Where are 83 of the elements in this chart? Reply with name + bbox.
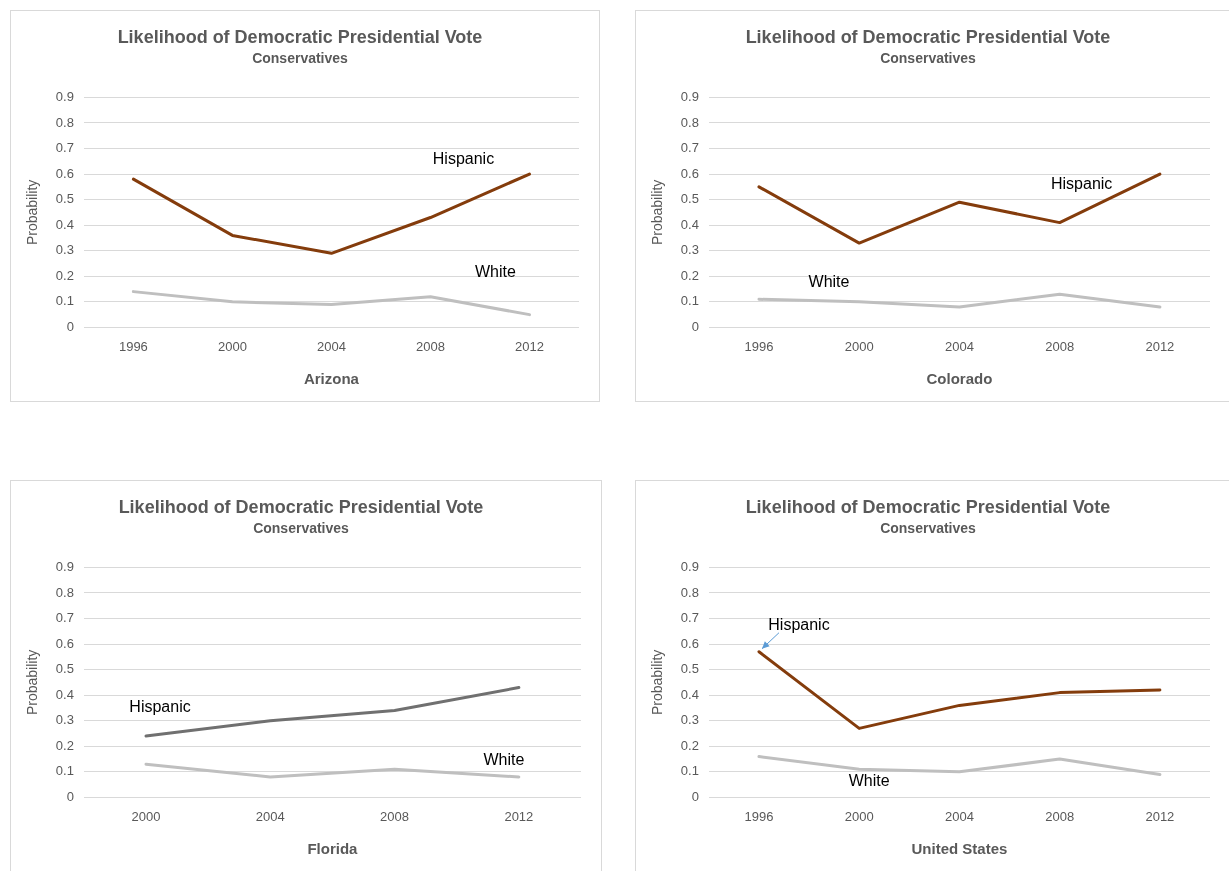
chart-title: Likelihood of Democratic Presidential Vote	[118, 496, 484, 517]
series-label: Hispanic	[768, 616, 830, 634]
y-axis-title: Probability	[649, 179, 666, 246]
y-tick-label: 0.5	[680, 191, 699, 207]
y-tick-label: 0	[66, 318, 74, 334]
x-tick-label: 2004	[255, 808, 285, 824]
x-tick-label: 2012	[1145, 808, 1175, 824]
y-tick-label: 0.3	[55, 712, 74, 728]
y-tick-label: 0.9	[680, 558, 699, 574]
y-tick-label: 0.5	[55, 661, 74, 677]
y-tick-label: 0.4	[55, 686, 74, 702]
y-tick-label: 0.2	[55, 267, 74, 283]
x-axis-title: United States	[911, 840, 1008, 858]
x-axis-title: Florida	[307, 840, 359, 858]
y-tick-label: 0.7	[680, 610, 699, 626]
y-tick-label: 0.7	[55, 610, 74, 626]
y-tick-label: 0.9	[680, 88, 699, 104]
series-label: White	[483, 751, 525, 769]
y-tick-label: 0.3	[55, 242, 74, 258]
x-tick-label: 2008	[380, 808, 410, 824]
x-tick-label: 2008	[416, 338, 445, 354]
y-tick-label: 0.8	[680, 584, 699, 600]
y-tick-label: 0.8	[55, 114, 74, 130]
series-label: Hispanic	[129, 698, 191, 716]
y-tick-label: 0	[691, 318, 699, 334]
y-tick-label: 0.9	[55, 88, 74, 104]
chart-subtitle: Conservatives	[880, 49, 977, 66]
y-tick-label: 0.1	[55, 763, 74, 779]
chart-title: Likelihood of Democratic Presidential Vote	[745, 26, 1111, 47]
x-tick-label: 2004	[316, 338, 346, 354]
x-tick-label: 2012	[1145, 338, 1175, 354]
series-label: White	[475, 263, 517, 281]
y-tick-label: 0.9	[55, 558, 74, 574]
x-tick-label: 2012	[504, 808, 534, 824]
x-tick-label: 1996	[744, 808, 774, 824]
y-tick-label: 0.8	[680, 114, 699, 130]
y-tick-label: 0.6	[55, 165, 74, 181]
y-tick-label: 0	[66, 788, 74, 804]
y-tick-label: 0.7	[55, 140, 74, 156]
chart-subtitle: Conservatives	[253, 519, 350, 536]
y-tick-label: 0.2	[680, 267, 699, 283]
y-tick-label: 0.4	[680, 216, 699, 232]
y-tick-label: 0.6	[680, 165, 699, 181]
y-axis-title: Probability	[649, 649, 666, 716]
y-axis-title: Probability	[24, 649, 41, 716]
x-axis-title: Arizona	[303, 370, 360, 388]
chart-title: Likelihood of Democratic Presidential Vote	[117, 26, 483, 47]
chart-subtitle: Conservatives	[252, 49, 349, 66]
y-tick-label: 0.4	[55, 216, 74, 232]
x-tick-label: 2008	[1045, 808, 1075, 824]
y-tick-label: 0.2	[55, 737, 74, 753]
series-label: White	[848, 771, 890, 789]
y-tick-label: 0.5	[55, 191, 74, 207]
y-axis-title: Probability	[24, 179, 41, 246]
x-tick-label: 2012	[515, 338, 544, 354]
x-tick-label: 2000	[844, 338, 874, 354]
y-tick-label: 0.1	[680, 293, 699, 309]
y-tick-label: 0.6	[55, 635, 74, 651]
y-tick-label: 0.5	[680, 661, 699, 677]
x-tick-label: 2000	[131, 808, 161, 824]
x-tick-label: 1996	[744, 338, 774, 354]
x-tick-label: 2000	[217, 338, 247, 354]
x-tick-label: 2004	[944, 808, 974, 824]
x-axis-title: Colorado	[926, 370, 993, 388]
chart-subtitle: Conservatives	[880, 519, 977, 536]
y-tick-label: 0.6	[680, 635, 699, 651]
y-tick-label: 0.3	[680, 712, 699, 728]
series-label: White	[808, 272, 850, 290]
x-tick-label: 1996	[118, 338, 148, 354]
x-tick-label: 2008	[1045, 338, 1075, 354]
y-tick-label: 0.7	[680, 140, 699, 156]
y-tick-label: 0.2	[680, 737, 699, 753]
series-label: Hispanic	[432, 149, 495, 167]
chart-title: Likelihood of Democratic Presidential Vote	[745, 496, 1111, 517]
y-tick-label: 0.4	[680, 686, 699, 702]
y-tick-label: 0.3	[680, 242, 699, 258]
y-tick-label: 0.1	[680, 763, 699, 779]
x-tick-label: 2004	[944, 338, 974, 354]
y-tick-label: 0	[691, 788, 699, 804]
x-tick-label: 2000	[844, 808, 874, 824]
y-tick-label: 0.1	[55, 293, 74, 309]
y-tick-label: 0.8	[55, 584, 74, 600]
series-label: Hispanic	[1050, 175, 1113, 193]
